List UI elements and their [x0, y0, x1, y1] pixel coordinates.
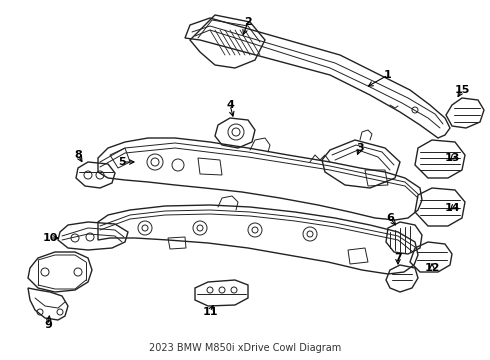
Text: 11: 11	[202, 307, 218, 317]
Text: 4: 4	[226, 100, 234, 110]
Text: 13: 13	[444, 153, 460, 163]
Text: 6: 6	[386, 213, 394, 223]
Text: 9: 9	[44, 320, 52, 330]
Text: 5: 5	[118, 157, 126, 167]
Text: 14: 14	[444, 203, 460, 213]
Text: 12: 12	[424, 263, 440, 273]
Text: 3: 3	[356, 143, 364, 153]
Text: 1: 1	[384, 70, 392, 80]
Text: 8: 8	[74, 150, 82, 160]
Text: 10: 10	[42, 233, 58, 243]
Text: 7: 7	[394, 253, 402, 263]
Text: 15: 15	[454, 85, 470, 95]
Text: 2: 2	[244, 17, 252, 27]
Text: 2023 BMW M850i xDrive Cowl Diagram: 2023 BMW M850i xDrive Cowl Diagram	[149, 343, 341, 353]
